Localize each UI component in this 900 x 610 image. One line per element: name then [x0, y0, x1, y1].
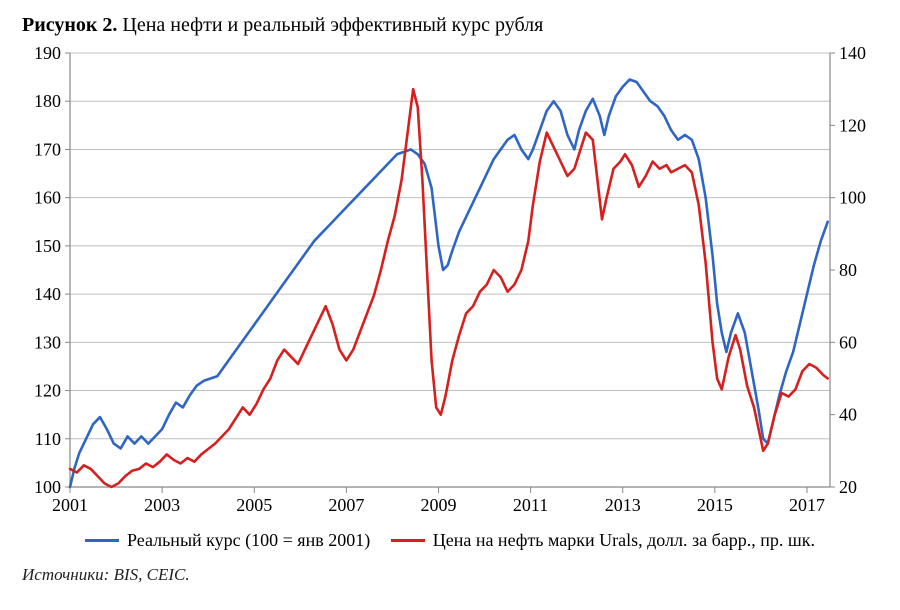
svg-text:2015: 2015	[697, 495, 733, 515]
svg-text:170: 170	[34, 139, 61, 159]
svg-text:120: 120	[839, 115, 866, 135]
svg-text:110: 110	[35, 429, 61, 449]
svg-text:60: 60	[839, 332, 857, 352]
svg-text:2013: 2013	[605, 495, 641, 515]
svg-text:20: 20	[839, 477, 857, 497]
svg-text:140: 140	[839, 47, 866, 63]
legend-label-urals: Цена на нефть марки Urals, долл. за барр…	[433, 530, 815, 551]
svg-text:40: 40	[839, 405, 857, 425]
chart-container: 2001 2003 2005 2007 2009 2011 2013 2015 2017 100 1…	[22, 47, 878, 522]
svg-text:80: 80	[839, 260, 857, 280]
svg-text:120: 120	[34, 381, 61, 401]
chart-svg: 2001 2003 2005 2007 2009 2011 2013 2015 2017 100 1…	[22, 47, 878, 517]
svg-text:100: 100	[839, 188, 866, 208]
svg-text:2001: 2001	[52, 495, 88, 515]
chart-title: Рисунок 2. Цена нефти и реальный эффекти…	[22, 14, 878, 37]
legend-swatch-urals	[391, 539, 425, 542]
svg-text:2003: 2003	[144, 495, 180, 515]
svg-text:190: 190	[34, 47, 61, 63]
legend-item-reer: Реальный курс (100 = янв 2001)	[85, 530, 370, 551]
svg-text:2009: 2009	[420, 495, 456, 515]
svg-text:140: 140	[34, 284, 61, 304]
title-prefix: Рисунок 2.	[22, 14, 117, 36]
svg-text:180: 180	[34, 91, 61, 111]
svg-text:100: 100	[34, 477, 61, 497]
legend-swatch-reer	[85, 539, 119, 542]
legend-label-reer: Реальный курс (100 = янв 2001)	[127, 530, 370, 551]
source-text: Источники: BIS, CEIC.	[22, 565, 878, 585]
svg-text:130: 130	[34, 332, 61, 352]
svg-text:2007: 2007	[328, 495, 364, 515]
svg-text:160: 160	[34, 188, 61, 208]
svg-text:2011: 2011	[513, 495, 548, 515]
svg-text:150: 150	[34, 236, 61, 256]
svg-text:2005: 2005	[236, 495, 272, 515]
svg-text:2017: 2017	[789, 495, 825, 515]
legend-item-urals: Цена на нефть марки Urals, долл. за барр…	[391, 530, 815, 551]
title-text: Цена нефти и реальный эффективный курс р…	[122, 14, 543, 36]
legend: Реальный курс (100 = янв 2001) Цена на н…	[22, 526, 878, 551]
